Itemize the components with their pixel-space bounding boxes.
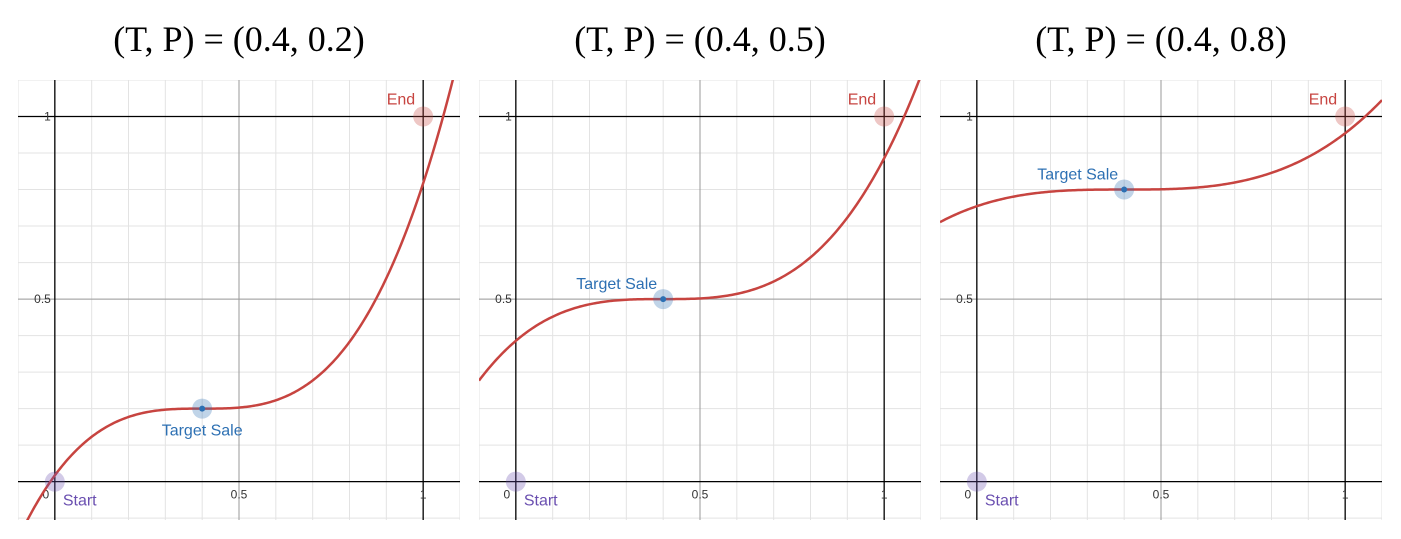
point-halo — [44, 471, 65, 492]
curve-line — [26, 80, 455, 520]
curve-line — [940, 99, 1382, 224]
point-label: Start — [63, 493, 97, 510]
point-label: Start — [985, 493, 1019, 510]
x-tick-label: 1 — [881, 488, 888, 502]
point-label: End — [1309, 92, 1337, 109]
plot-area: 0 0.5 1 0.5 1 Start Target Sale End — [18, 80, 460, 520]
chart-svg: 0 0.5 1 0.5 1 Start Target Sale End — [940, 80, 1382, 520]
chart-svg: 0 0.5 1 0.5 1 Start Target Sale End — [18, 80, 460, 520]
x-tick-label: 0.5 — [1153, 488, 1170, 502]
major-gridlines — [940, 80, 1382, 520]
point-halo — [413, 106, 434, 127]
point-dot — [199, 405, 206, 412]
point-halo — [1335, 106, 1356, 127]
point-label: Target Sale — [162, 423, 243, 440]
y-tick-label: 0.5 — [956, 292, 973, 306]
y-tick-label: 1 — [505, 110, 512, 124]
point-dot — [1121, 186, 1128, 193]
plot-area: 0 0.5 1 0.5 1 Start Target Sale End — [479, 80, 921, 520]
point-label: End — [387, 92, 415, 109]
y-tick-label: 0.5 — [495, 292, 512, 306]
point-halo — [874, 106, 895, 127]
x-tick-label: 0.5 — [231, 488, 248, 502]
point-label: Start — [524, 493, 558, 510]
major-gridlines — [479, 80, 921, 520]
chart-panel-3: (T, P) = (0.4, 0.8) 0 0.5 1 0.5 1 Start Target… — [940, 0, 1382, 539]
y-tick-label: 1 — [966, 110, 973, 124]
plot-area: 0 0.5 1 0.5 1 Start Target Sale End — [940, 80, 1382, 520]
x-tick-label: 0 — [42, 488, 49, 502]
axes — [479, 80, 921, 520]
chart-panel-1: (T, P) = (0.4, 0.2) 0 0.5 1 0.5 1 Start Target… — [18, 0, 460, 539]
axes — [18, 80, 460, 520]
x-tick-label: 0 — [964, 488, 971, 502]
x-tick-label: 0.5 — [692, 488, 709, 502]
y-tick-label: 1 — [44, 110, 51, 124]
point-label: End — [848, 92, 876, 109]
y-tick-label: 0.5 — [34, 292, 51, 306]
curve-line — [479, 80, 921, 382]
point-dot — [660, 296, 667, 303]
chart-title: (T, P) = (0.4, 0.5) — [574, 19, 826, 59]
x-tick-label: 0 — [503, 488, 510, 502]
chart-panel-2: (T, P) = (0.4, 0.5) 0 0.5 1 0.5 1 Start Target… — [479, 0, 921, 539]
point-halo — [505, 471, 526, 492]
point-label: Target Sale — [576, 276, 657, 293]
major-gridlines — [18, 80, 460, 520]
point-halo — [966, 471, 987, 492]
point-label: Target Sale — [1037, 167, 1118, 184]
chart-title: (T, P) = (0.4, 0.8) — [1035, 19, 1287, 59]
axes — [940, 80, 1382, 520]
x-tick-label: 1 — [1342, 488, 1349, 502]
x-tick-label: 1 — [420, 488, 427, 502]
chart-svg: 0 0.5 1 0.5 1 Start Target Sale End — [479, 80, 921, 520]
chart-title: (T, P) = (0.4, 0.2) — [113, 19, 365, 59]
